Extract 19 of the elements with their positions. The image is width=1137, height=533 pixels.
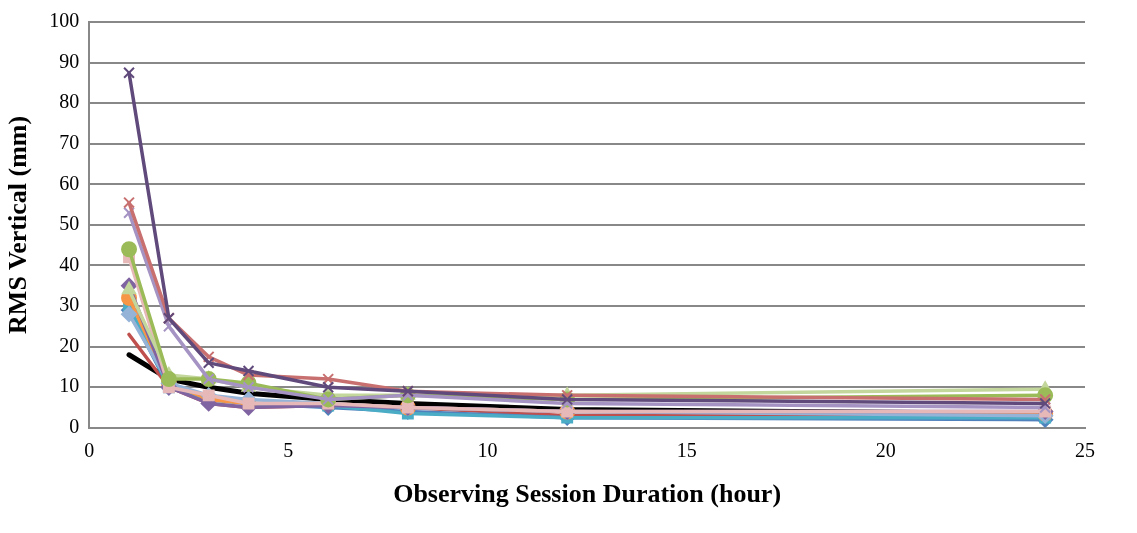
y-tick-label: 60 <box>59 171 80 194</box>
y-tick-label: 50 <box>59 212 80 235</box>
x-tick-label: 10 <box>477 439 498 462</box>
x-tick-label: 5 <box>283 439 294 462</box>
y-tick-label: 20 <box>59 333 80 356</box>
x-tick-label: 15 <box>676 439 697 462</box>
y-tick-label: 0 <box>69 415 80 438</box>
y-tick-label: 80 <box>59 90 80 113</box>
y-tick-label: 100 <box>49 9 80 32</box>
y-tick-label: 90 <box>59 49 80 72</box>
y-tick-label: 30 <box>59 293 80 316</box>
y-tick-label: 70 <box>59 130 80 153</box>
x-tick-label: 25 <box>1075 439 1095 462</box>
x-tick-label: 0 <box>84 439 95 462</box>
x-tick-label: 20 <box>875 439 896 462</box>
y-tick-label: 40 <box>59 252 80 275</box>
x-axis-title: Observing Session Duration (hour) <box>393 479 782 509</box>
y-tick-label: 10 <box>59 374 80 397</box>
y-axis-title: RMS Vertical (mm) <box>3 115 33 334</box>
